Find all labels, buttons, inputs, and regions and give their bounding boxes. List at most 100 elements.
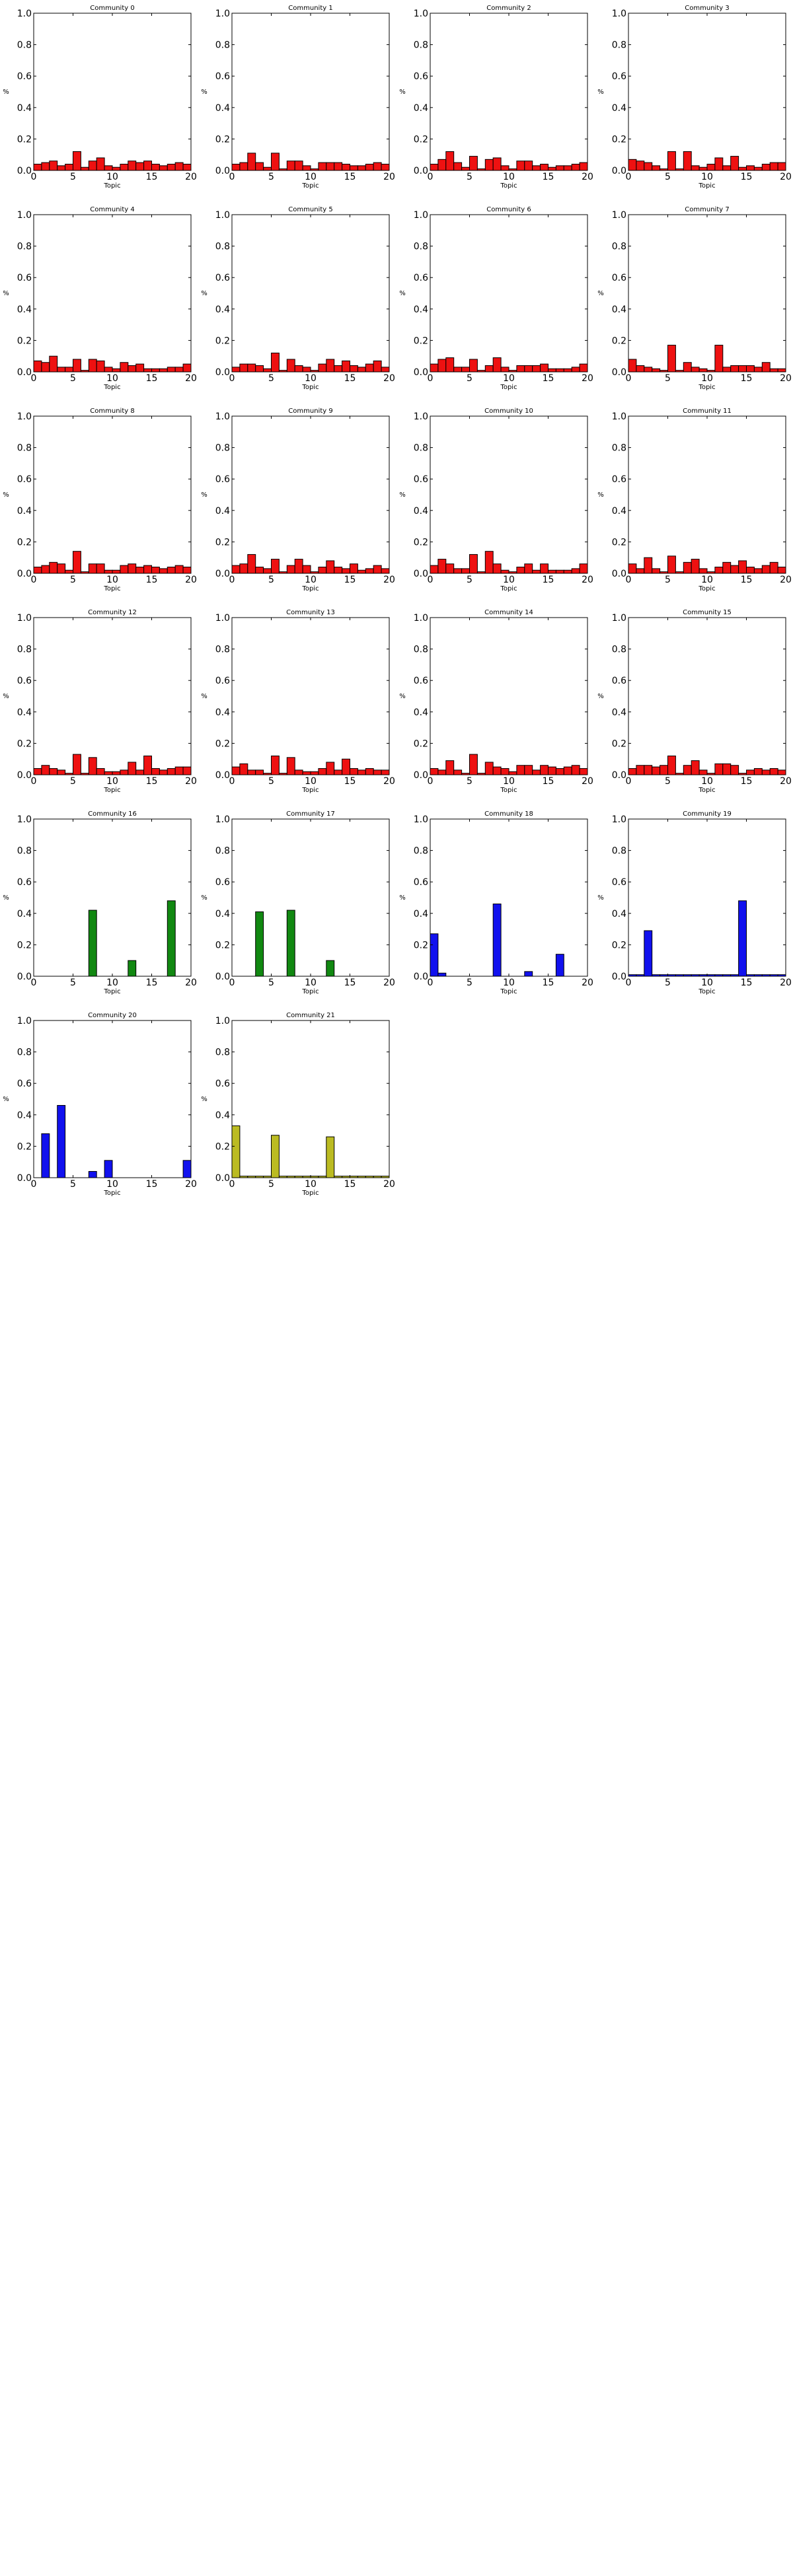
bar-topic-0 [628,563,637,574]
bar-topic-0 [231,1125,241,1178]
y-tick-label: 0.4 [414,506,428,517]
y-tick-label: 0.8 [414,645,428,655]
chart-community-12: 0 5 10 15 20 0.0 0.2 0.4 0.6 0.8 1.0 Community 12 To… [3,609,197,794]
y-tick-label: 0.4 [17,506,32,517]
y-tick-label: 0.4 [414,304,428,315]
bar-topic-4 [263,568,272,574]
y-tick-label: 1.0 [612,210,626,221]
bar-topic-4 [263,368,272,373]
x-tick-label: 5 [268,776,274,787]
x-tick-label: 0 [229,172,235,182]
bar-topic-9 [699,368,708,373]
bar-topic-11 [318,162,327,171]
chart-title: Community 21 [286,1012,335,1019]
y-tick-label: 0.8 [414,443,428,454]
bar-topic-18 [571,765,580,775]
chart-community-11: 0 5 10 15 20 0.0 0.2 0.4 0.6 0.8 1.0 Community 11 To… [597,408,792,592]
x-tick-label: 15 [146,776,158,787]
bar-topic-3 [453,769,463,775]
bar-topic-9 [500,367,510,373]
bar-topic-16 [753,367,763,373]
bar-topic-8 [691,165,700,171]
plot-area [628,416,786,573]
bar-topic-5 [667,345,676,373]
y-tick-label: 1.0 [414,411,428,422]
bar-topic-3 [255,911,264,977]
bar-topic-17 [563,569,572,574]
x-tick-label: 20 [582,575,593,585]
bar-topic-5 [469,754,478,775]
y-tick-label: 0.0 [17,1173,32,1184]
y-axis-label: % [3,894,9,902]
bar-topic-18 [571,568,580,574]
x-tick-label: 0 [428,373,434,384]
y-tick-label: 0.6 [215,1079,230,1089]
x-axis-label: Topic [301,182,319,190]
y-tick-label: 0.8 [17,1048,32,1058]
bar-topic-2 [445,760,455,775]
bar-topic-12 [128,762,137,775]
x-tick-label: 10 [503,172,515,182]
bar-topic-5 [271,1135,280,1178]
bar-topic-19 [182,766,192,775]
bar-topic-2 [644,930,653,977]
y-tick-label: 0.8 [17,645,32,655]
plot-area [628,819,786,976]
bar-topic-5 [73,359,81,373]
bar-topic-0 [430,768,439,775]
y-tick-label: 1.0 [17,814,32,825]
chart-title: Community 15 [683,609,732,616]
bar-topic-9 [302,771,311,775]
chart-community-14: 0 5 10 15 20 0.0 0.2 0.4 0.6 0.8 1.0 Community 14 To… [399,609,593,794]
x-tick-label: 20 [185,172,197,182]
bar-topic-17 [761,769,771,775]
chart-title: Community 7 [685,206,729,213]
bar-topic-14 [342,163,350,171]
bar-topic-7 [88,359,97,373]
x-tick-label: 10 [305,776,317,787]
x-tick-label: 5 [70,1179,76,1190]
bar-topic-13 [532,569,541,574]
bar-topic-9 [699,568,708,574]
bar-topic-12 [524,765,533,775]
bar-topic-11 [120,362,129,373]
y-axis-label: % [201,693,208,700]
bar-topic-15 [350,165,358,171]
bar-topic-3 [453,162,463,171]
x-axis-label: Topic [103,1190,120,1197]
bar-topic-4 [461,367,470,373]
bar-topic-3 [255,566,264,574]
y-tick-label: 0.6 [17,273,32,283]
bar-topic-13 [730,365,739,373]
bar-topic-14 [738,166,747,171]
bar-topic-0 [33,768,42,775]
y-tick-label: 1.0 [612,411,626,422]
x-tick-label: 15 [344,1179,356,1190]
x-tick-label: 20 [383,978,395,988]
bar-topic-18 [769,768,778,775]
y-tick-label: 0.4 [17,707,32,718]
chart-title: Community 18 [484,810,533,818]
bar-topic-2 [247,363,256,373]
x-tick-label: 20 [383,172,395,182]
bar-topic-7 [286,359,295,373]
y-tick-label: 0.4 [17,1110,32,1121]
x-tick-label: 15 [344,172,356,182]
bar-topic-7 [683,362,692,373]
x-tick-label: 10 [305,978,317,988]
y-tick-label: 0.6 [612,273,626,283]
x-tick-label: 10 [701,776,713,787]
x-tick-label: 5 [665,575,671,585]
bar-topic-7 [286,757,295,775]
chart-title: Community 0 [90,5,134,12]
y-tick-label: 1.0 [612,9,626,19]
bar-topic-14 [342,568,350,574]
y-axis-label: % [597,693,604,700]
bar-topic-14 [540,163,548,171]
bar-topic-18 [174,162,184,171]
bar-topic-13 [135,566,145,574]
bar-topic-16 [753,768,763,775]
x-tick-label: 5 [268,172,274,182]
y-tick-label: 1.0 [17,411,32,422]
x-tick-label: 5 [665,172,671,182]
